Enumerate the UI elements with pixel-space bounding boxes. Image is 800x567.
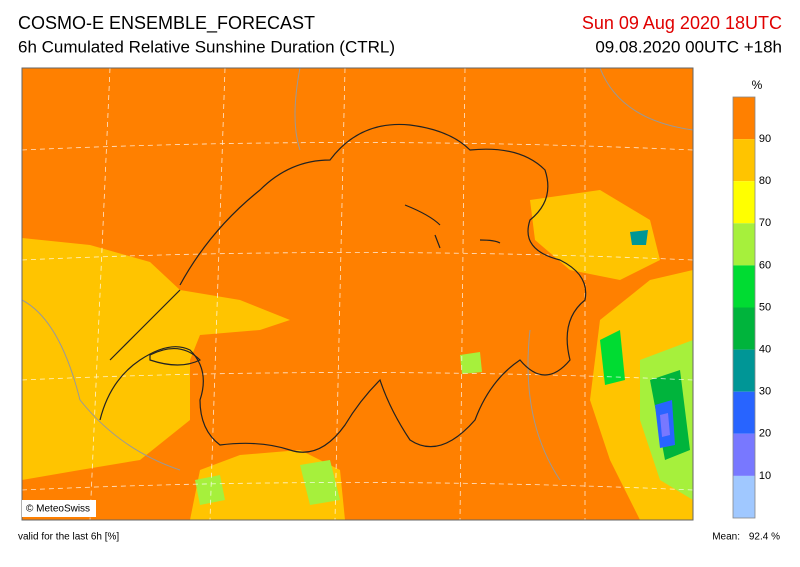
mean-label: Mean:	[712, 532, 740, 543]
sunshine-area	[460, 352, 482, 374]
footer-note: valid for the last 6h [%]	[18, 532, 119, 543]
colorbar-swatch	[733, 475, 755, 518]
colorbar-swatch	[733, 391, 755, 434]
colorbar-label: 80	[759, 175, 771, 187]
colorbar-swatch	[733, 307, 755, 350]
sunshine-area	[195, 475, 225, 505]
sunshine-area	[22, 238, 290, 480]
valid-time: Sun 09 Aug 2020 18UTC	[582, 13, 782, 33]
colorbar-frame	[732, 96, 756, 519]
sunshine-area	[600, 330, 625, 385]
colorbar: % 90 80 70 60 50 40 30 20 10	[732, 78, 771, 519]
colorbar-label: 40	[759, 344, 771, 356]
colorbar-swatch	[733, 433, 755, 476]
colorbar-label: 50	[759, 301, 771, 313]
colorbar-swatch	[733, 97, 755, 140]
run-time: 09.08.2020 00UTC +18h	[595, 37, 782, 56]
credit-box	[22, 500, 96, 517]
sunshine-area	[660, 413, 670, 437]
subtitle: 6h Cumulated Relative Sunshine Duration …	[18, 37, 395, 56]
title: COSMO-E ENSEMBLE_FORECAST	[18, 13, 315, 34]
colorbar-swatch	[733, 223, 755, 266]
colorbar-swatch	[733, 349, 755, 392]
swiss-border	[99, 123, 587, 453]
colorbar-swatch	[733, 139, 755, 182]
colorbar-label: 20	[759, 428, 771, 440]
colorbar-label: 70	[759, 217, 771, 229]
graticule	[22, 68, 693, 520]
colorbar-label: 60	[759, 259, 771, 271]
colorbar-label: 90	[759, 133, 771, 145]
sunshine-area	[630, 230, 648, 245]
colorbar-label: 30	[759, 386, 771, 398]
map-frame	[21, 67, 694, 521]
credit: © MeteoSwiss	[26, 504, 90, 515]
colorbar-label: 10	[759, 470, 771, 482]
map: © MeteoSwiss	[21, 67, 694, 521]
colorbar-swatch	[733, 265, 755, 308]
colorbar-unit: %	[752, 78, 763, 92]
mean-value: 92.4 %	[749, 532, 780, 543]
colorbar-swatch	[733, 181, 755, 224]
country-borders-faint	[22, 68, 693, 481]
